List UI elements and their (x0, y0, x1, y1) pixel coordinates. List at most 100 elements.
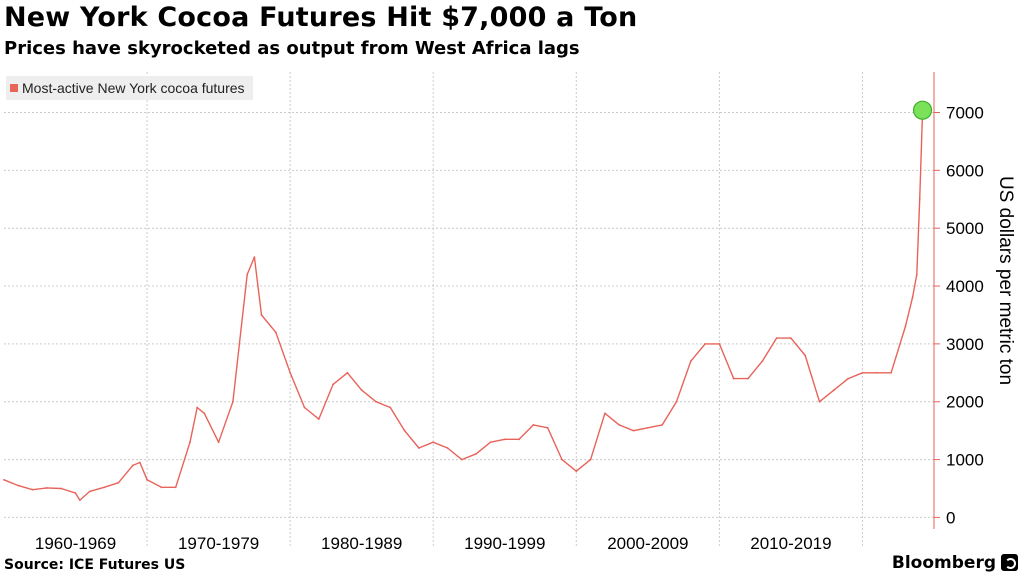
brand-logo-text: Bloomberg (891, 553, 996, 573)
data-point (78, 499, 81, 501)
data-point (174, 486, 177, 489)
data-point (589, 458, 592, 461)
y-tick-label: 2000 (946, 393, 984, 412)
data-point (260, 314, 263, 316)
data-point (139, 461, 141, 464)
data-point (146, 478, 148, 481)
x-category-label: 1980-1989 (321, 534, 402, 550)
data-point (60, 487, 63, 490)
data-point (196, 406, 199, 409)
y-tick-label: 5000 (946, 219, 984, 238)
data-point (375, 400, 377, 403)
x-category-label: 2010-2019 (750, 534, 831, 550)
data-point (289, 371, 292, 374)
x-axis-categories: 1960-1969 1970-1979 1980-1989 1990-1999 2000… (35, 534, 832, 550)
data-point (489, 441, 492, 444)
data-point (74, 492, 77, 495)
data-point (790, 337, 792, 340)
data-point (561, 458, 563, 461)
legend-swatch (10, 84, 18, 92)
x-category-label: 1970-1979 (178, 534, 259, 550)
y-tick-label: 6000 (946, 161, 984, 180)
y-tick-label: 7000 (946, 103, 984, 122)
cocoa-price-chart: 1960-1969 1970-1979 1980-1989 1990-1999 2000… (3, 72, 1016, 550)
y-tick-label: 3000 (946, 335, 984, 354)
data-point (317, 418, 320, 420)
data-point (689, 360, 692, 363)
data-point (3, 478, 5, 481)
data-point (646, 426, 649, 429)
data-point (360, 389, 363, 392)
data-point (618, 423, 621, 426)
data-point (518, 438, 520, 441)
data-point (804, 354, 807, 357)
data-point (575, 470, 578, 473)
data-point (847, 377, 850, 380)
x-category-label: 1990-1999 (464, 534, 545, 550)
data-point (160, 486, 163, 489)
data-point (475, 452, 478, 455)
chart-title: New York Cocoa Futures Hit $7,000 a Ton (4, 2, 638, 33)
data-point (131, 464, 134, 467)
data-point (503, 438, 506, 441)
y-tick-label: 1000 (946, 451, 984, 470)
data-point (203, 412, 206, 415)
series-line (3, 110, 924, 501)
data-point (389, 406, 392, 409)
data-point (117, 481, 120, 484)
data-point (761, 360, 764, 363)
data-point (718, 342, 721, 345)
data-point (103, 486, 106, 489)
source-note: Source: ICE Futures US (4, 557, 186, 573)
data-point (189, 441, 191, 444)
data-point (460, 458, 463, 461)
data-point (661, 423, 664, 426)
data-point (911, 296, 914, 299)
highlight-marker (912, 100, 933, 120)
data-point (832, 389, 835, 392)
data-point (904, 325, 907, 328)
highlight-layer (912, 100, 933, 120)
data-point (88, 490, 91, 493)
data-point (918, 198, 921, 201)
data-point (246, 273, 249, 276)
data-point (775, 337, 778, 340)
data-point (232, 400, 234, 403)
y-axis: 0 1000 2000 3000 4000 5000 6000 7000 (933, 72, 984, 529)
data-point (332, 383, 334, 386)
grid-lines (4, 72, 934, 547)
data-point (546, 426, 549, 429)
data-point (747, 377, 749, 380)
data-point (46, 487, 48, 489)
data-point (704, 342, 706, 345)
data-point (632, 429, 635, 432)
data-point (446, 447, 449, 449)
y-tick-label: 4000 (946, 277, 984, 296)
data-point (418, 447, 420, 449)
data-point (403, 429, 406, 432)
data-point (31, 488, 34, 491)
data-point (432, 441, 435, 444)
data-point (532, 423, 535, 426)
data-point (890, 371, 892, 374)
series-layer (3, 109, 924, 501)
data-point (818, 400, 821, 403)
data-point (675, 400, 678, 403)
x-category-label: 2000-2009 (607, 534, 688, 550)
chart-subtitle: Prices have skyrocketed as output from W… (4, 38, 580, 59)
data-point (217, 441, 220, 444)
y-tick-label: 0 (946, 508, 955, 527)
data-point (915, 273, 918, 276)
data-point (604, 412, 606, 415)
data-point (303, 406, 306, 409)
bloomberg-terminal-icon (1001, 554, 1018, 571)
data-point (17, 484, 20, 487)
legend: Most-active New York cocoa futures (6, 76, 253, 100)
x-category-label: 1960-1969 (35, 534, 116, 550)
data-point (875, 371, 878, 374)
data-point (253, 256, 256, 259)
data-point (861, 371, 864, 374)
legend-label: Most-active New York cocoa futures (22, 80, 245, 96)
data-point (346, 371, 349, 374)
data-point (274, 331, 277, 334)
